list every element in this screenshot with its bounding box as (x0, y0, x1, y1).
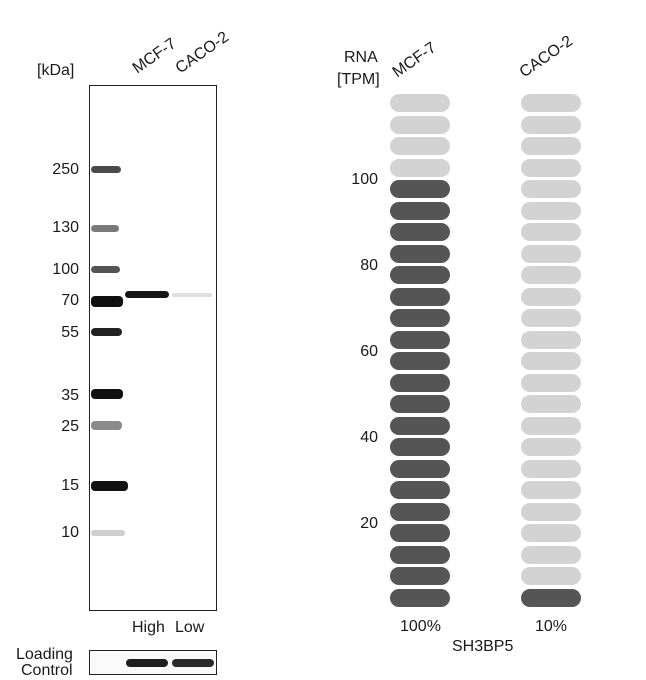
rna-segment-mcf7-8 (390, 438, 450, 456)
rna-segment-mcf7-12 (390, 352, 450, 370)
rna-segment-mcf7-14 (390, 309, 450, 327)
rna-bar-caco2 (521, 94, 583, 610)
rna-segment-mcf7-11 (390, 373, 450, 392)
rna-segment-caco2-21 (521, 158, 581, 177)
rna-lane-label-caco2: CACO-2 (516, 32, 576, 82)
tpm-tick-20: 20 (360, 515, 378, 532)
rna-segment-caco2-16 (521, 266, 581, 284)
rna-segment-caco2-18 (521, 223, 581, 241)
loading-band-mcf7 (126, 659, 168, 667)
rna-segment-mcf7-6 (390, 481, 450, 499)
rna-segment-caco2-3 (521, 545, 581, 564)
mw-label-250: 250 (52, 161, 79, 178)
rna-segment-caco2-14 (521, 309, 581, 327)
rna-segment-caco2-19 (521, 201, 581, 220)
rna-bar-mcf7 (390, 94, 452, 610)
rna-segment-mcf7-1 (390, 588, 450, 607)
ladder-band-130 (91, 225, 119, 232)
level-label-low: Low (175, 619, 205, 636)
loading-control-label-line1: Loading (16, 646, 73, 663)
rna-segment-mcf7-16 (390, 266, 450, 284)
ladder-band-35 (91, 389, 123, 399)
rna-segment-mcf7-10 (390, 395, 450, 413)
loading-band-caco2 (172, 659, 214, 667)
kda-unit-label: [kDa] (37, 62, 75, 79)
rna-segment-mcf7-7 (390, 459, 450, 478)
mw-label-70: 70 (61, 292, 79, 309)
rna-segment-caco2-22 (521, 137, 581, 155)
rna-value-label-caco2: 10% (535, 618, 568, 635)
rna-segment-caco2-10 (521, 395, 581, 413)
rna-value-label-mcf7: 100% (400, 618, 441, 635)
rna-segment-mcf7-19 (390, 201, 450, 220)
level-label-high: High (132, 619, 165, 636)
tpm-tick-100: 100 (351, 171, 378, 188)
rna-segment-mcf7-23 (390, 115, 450, 134)
loading-control-label-line2: Control (21, 662, 73, 679)
rna-segment-mcf7-5 (390, 502, 450, 521)
rna-segment-caco2-17 (521, 244, 581, 263)
rna-segment-mcf7-17 (390, 244, 450, 263)
rna-lane-label-mcf7: MCF-7 (389, 39, 440, 82)
rna-segment-caco2-2 (521, 567, 581, 585)
band-caco2-target (172, 293, 212, 297)
rna-segment-mcf7-3 (390, 545, 450, 564)
rna-axis-title-line2: [TPM] (337, 71, 380, 88)
ladder-band-10 (91, 530, 125, 536)
rna-segment-mcf7-22 (390, 137, 450, 155)
mw-label-25: 25 (61, 418, 79, 435)
tpm-tick-80: 80 (360, 257, 378, 274)
mw-label-55: 55 (61, 324, 79, 341)
ladder-band-70 (91, 296, 123, 307)
mw-label-10: 10 (61, 524, 79, 541)
rna-segment-caco2-9 (521, 416, 581, 435)
ladder-band-55 (91, 328, 122, 336)
loading-control-image (89, 650, 217, 675)
rna-segment-mcf7-20 (390, 180, 450, 198)
ladder-band-25 (91, 421, 122, 430)
rna-segment-caco2-4 (521, 524, 581, 542)
rna-segment-caco2-11 (521, 373, 581, 392)
rna-segment-mcf7-9 (390, 416, 450, 435)
rna-segment-caco2-6 (521, 481, 581, 499)
rna-segment-caco2-1 (521, 588, 581, 607)
rna-segment-mcf7-13 (390, 330, 450, 349)
rna-segment-mcf7-24 (390, 94, 450, 112)
rna-segment-caco2-15 (521, 287, 581, 306)
mw-label-35: 35 (61, 387, 79, 404)
rna-segment-caco2-23 (521, 115, 581, 134)
tpm-tick-40: 40 (360, 429, 378, 446)
rna-segment-caco2-8 (521, 438, 581, 456)
mw-label-130: 130 (52, 219, 79, 236)
ladder-band-250 (91, 166, 121, 173)
rna-segment-mcf7-2 (390, 567, 450, 585)
rna-segment-caco2-13 (521, 330, 581, 349)
gene-name: SH3BP5 (452, 638, 514, 655)
lane-label-caco2: CACO-2 (172, 28, 232, 78)
rna-segment-caco2-5 (521, 502, 581, 521)
tpm-tick-60: 60 (360, 343, 378, 360)
lane-label-mcf7: MCF-7 (129, 35, 180, 78)
mw-label-100: 100 (52, 261, 79, 278)
western-blot-image (89, 85, 217, 611)
rna-axis-title-line1: RNA (344, 49, 378, 66)
mw-label-15: 15 (61, 477, 79, 494)
ladder-band-100 (91, 266, 120, 273)
rna-segment-caco2-24 (521, 94, 581, 112)
rna-segment-caco2-12 (521, 352, 581, 370)
rna-segment-mcf7-18 (390, 223, 450, 241)
rna-segment-mcf7-4 (390, 524, 450, 542)
rna-segment-mcf7-15 (390, 287, 450, 306)
band-mcf7-target (125, 291, 169, 298)
rna-segment-caco2-20 (521, 180, 581, 198)
ladder-band-15 (91, 481, 128, 491)
rna-segment-caco2-7 (521, 459, 581, 478)
rna-segment-mcf7-21 (390, 158, 450, 177)
